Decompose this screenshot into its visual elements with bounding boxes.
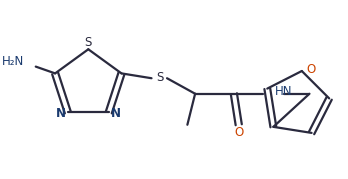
Text: N: N <box>111 107 121 120</box>
Text: H₂N: H₂N <box>2 55 24 68</box>
Text: S: S <box>157 71 164 84</box>
Text: N: N <box>56 107 66 120</box>
Text: O: O <box>306 63 315 76</box>
Text: HN: HN <box>275 85 292 98</box>
Text: S: S <box>85 36 92 49</box>
Text: O: O <box>234 126 243 139</box>
